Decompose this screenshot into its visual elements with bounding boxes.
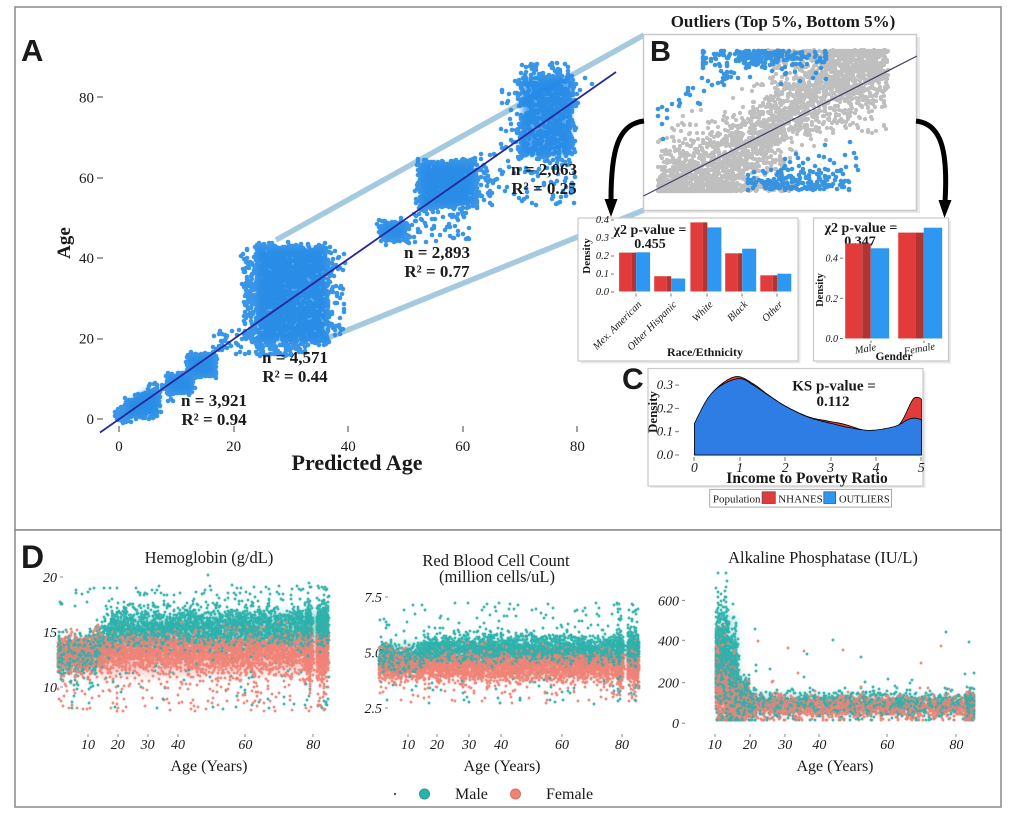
svg-text:7.5: 7.5	[365, 591, 383, 606]
svg-text:n = 2,893: n = 2,893	[404, 243, 470, 262]
svg-text:Alkaline Phosphatase (IU/L): Alkaline Phosphatase (IU/L)	[728, 548, 918, 567]
svg-text:R² = 0.44: R² = 0.44	[262, 367, 328, 386]
svg-text:0: 0	[691, 460, 698, 475]
svg-text:30: 30	[140, 738, 155, 753]
svg-text:2.5: 2.5	[365, 702, 383, 717]
svg-text:60: 60	[455, 439, 470, 455]
svg-text:20: 20	[226, 439, 241, 455]
svg-text:0.4: 0.4	[826, 254, 839, 265]
svg-text:OUTLIERS: OUTLIERS	[839, 494, 890, 505]
svg-text:0.3: 0.3	[657, 377, 674, 392]
svg-text:60: 60	[238, 738, 252, 753]
svg-text:χ2 p-value =: χ2 p-value =	[824, 221, 898, 236]
svg-text:NHANES: NHANES	[778, 493, 823, 505]
svg-text:χ2 p-value =: χ2 p-value =	[613, 223, 687, 238]
svg-text:Density: Density	[645, 391, 660, 433]
svg-text:60: 60	[555, 738, 569, 753]
svg-text:0.1: 0.1	[657, 424, 673, 439]
svg-text:Race/Ethnicity: Race/Ethnicity	[667, 345, 743, 359]
svg-text:0.3: 0.3	[596, 233, 609, 244]
svg-text:Age (Years): Age (Years)	[170, 758, 247, 775]
svg-text:C: C	[622, 363, 644, 396]
svg-text:KS p-value =: KS p-value =	[792, 379, 876, 395]
svg-text:20: 20	[111, 738, 125, 753]
svg-text:3: 3	[826, 460, 834, 475]
svg-text:0: 0	[672, 717, 679, 732]
svg-text:Predicted Age: Predicted Age	[292, 450, 423, 475]
svg-text:(million cells/uL): (million cells/uL)	[439, 567, 555, 586]
svg-text:Male: Male	[853, 342, 877, 357]
svg-text:Age: Age	[54, 227, 75, 259]
svg-text:R² = 0.94: R² = 0.94	[181, 410, 247, 429]
svg-text:B: B	[650, 36, 671, 68]
svg-text:60: 60	[79, 171, 94, 187]
svg-text:80: 80	[79, 90, 94, 106]
svg-text:10: 10	[81, 738, 95, 753]
svg-text:n = 4,571: n = 4,571	[262, 348, 328, 367]
svg-text:40: 40	[79, 251, 94, 267]
svg-text:0.455: 0.455	[634, 237, 666, 252]
svg-text:0.2: 0.2	[826, 294, 839, 305]
svg-text:Male: Male	[455, 786, 488, 803]
svg-text:n = 3,921: n = 3,921	[181, 391, 247, 410]
svg-text:D: D	[21, 539, 44, 575]
svg-text:10: 10	[43, 681, 57, 696]
svg-text:0.4: 0.4	[596, 215, 610, 226]
svg-text:Income to Poverty Ratio: Income to Poverty Ratio	[726, 470, 888, 487]
svg-text:30: 30	[461, 738, 476, 753]
svg-text:R² = 0.77: R² = 0.77	[404, 262, 470, 281]
svg-text:80: 80	[306, 738, 320, 753]
svg-text:600: 600	[658, 594, 679, 609]
svg-text:10: 10	[708, 738, 722, 753]
svg-text:40: 40	[494, 738, 508, 753]
svg-text:Age (Years): Age (Years)	[796, 758, 873, 775]
svg-text:Female: Female	[546, 786, 593, 803]
svg-text:20: 20	[43, 571, 57, 586]
svg-text:0.2: 0.2	[657, 400, 674, 415]
svg-text:20: 20	[743, 738, 757, 753]
svg-text:40: 40	[171, 738, 185, 753]
svg-text:0.0: 0.0	[826, 334, 839, 345]
svg-text:0.0: 0.0	[657, 447, 674, 462]
svg-text:80: 80	[949, 738, 963, 753]
svg-text:0.0: 0.0	[596, 287, 610, 298]
svg-text:0: 0	[115, 439, 123, 455]
svg-text:15: 15	[43, 626, 57, 641]
svg-text:30: 30	[777, 738, 792, 753]
svg-text:Age (Years): Age (Years)	[463, 758, 540, 775]
svg-text:2: 2	[782, 460, 789, 475]
svg-text:5.0: 5.0	[365, 647, 383, 662]
svg-text:5: 5	[918, 460, 925, 475]
svg-text:Population: Population	[713, 494, 761, 506]
svg-text:40: 40	[341, 439, 356, 455]
svg-text:4: 4	[873, 460, 880, 475]
svg-text:Density: Density	[815, 272, 826, 307]
svg-text:60: 60	[880, 738, 894, 753]
svg-text:R² = 0.25: R² = 0.25	[511, 179, 576, 198]
svg-text:10: 10	[401, 738, 415, 753]
svg-text:Red Blood Cell Count: Red Blood Cell Count	[422, 551, 570, 570]
svg-text:Hemoglobin (g/dL): Hemoglobin (g/dL)	[145, 548, 274, 567]
svg-text:0.112: 0.112	[817, 394, 850, 410]
svg-text:A: A	[21, 33, 43, 68]
svg-text:20: 20	[430, 738, 444, 753]
svg-text:Density: Density	[581, 238, 593, 274]
svg-text:0.2: 0.2	[596, 251, 610, 262]
svg-text:0.1: 0.1	[596, 269, 609, 280]
svg-text:Gender: Gender	[875, 351, 912, 363]
svg-text:80: 80	[570, 439, 585, 455]
svg-text:Outliers (Top 5%, Bottom 5%): Outliers (Top 5%, Bottom 5%)	[671, 12, 896, 31]
svg-text:400: 400	[658, 634, 679, 649]
svg-text:40: 40	[812, 738, 826, 753]
svg-text:0: 0	[87, 412, 95, 428]
svg-text:n = 2,063: n = 2,063	[511, 160, 577, 179]
svg-text:1: 1	[736, 460, 743, 475]
svg-text:200: 200	[658, 677, 679, 692]
svg-text:20: 20	[79, 332, 94, 348]
svg-text:80: 80	[615, 738, 629, 753]
